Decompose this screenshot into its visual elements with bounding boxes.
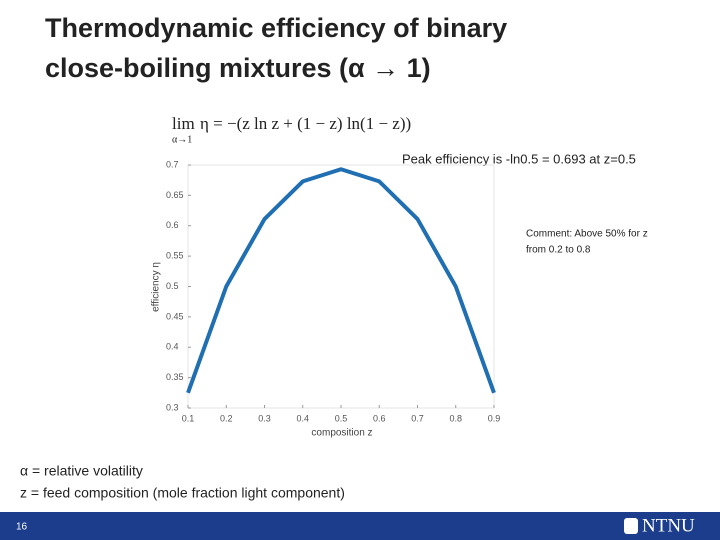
data-line — [186, 167, 496, 394]
y-tick-label: 0.6 — [166, 220, 179, 230]
x-axis-label: composition z — [311, 428, 372, 439]
annotation: from 0.2 to 0.8 — [526, 245, 591, 256]
annotation: Peak efficiency is -ln0.5 = 0.693 at z=0… — [402, 151, 636, 166]
x-tick-label: 0.9 — [488, 413, 501, 423]
footer-bar — [0, 512, 720, 540]
y-tick-label: 0.55 — [166, 251, 184, 261]
logo-mark — [624, 518, 638, 534]
x-tick-label: 0.4 — [296, 413, 309, 423]
plot-frame — [187, 164, 495, 409]
y-tick-label: 0.5 — [166, 281, 179, 291]
y-tick-label: 0.7 — [166, 159, 179, 169]
logo: NTNU — [642, 515, 695, 536]
annotation: Comment: Above 50% for z — [526, 229, 648, 240]
note: α = relative volatility — [20, 463, 143, 479]
x-tick-label: 0.5 — [335, 413, 348, 423]
x-tick-label: 0.3 — [258, 413, 271, 423]
y-tick-label: 0.3 — [166, 402, 179, 412]
formula-expr: η = −(z ln z + (1 − z) ln(1 − z)) — [200, 114, 411, 133]
formula-sub: α→1 — [172, 134, 192, 145]
x-tick-label: 0.1 — [182, 413, 195, 423]
slide-title: Thermodynamic efficiency of binary — [45, 13, 507, 43]
x-tick-label: 0.6 — [373, 413, 386, 423]
y-tick-label: 0.35 — [166, 372, 184, 382]
formula-lim: lim — [172, 114, 195, 133]
y-tick-label: 0.4 — [166, 342, 179, 352]
x-tick-label: 0.7 — [411, 413, 424, 423]
y-tick-label: 0.65 — [166, 190, 184, 200]
slide-title: close-boiling mixtures (α → 1) — [45, 53, 431, 83]
page-number: 16 — [16, 522, 28, 533]
x-tick-label: 0.2 — [220, 413, 233, 423]
x-tick-label: 0.8 — [449, 413, 462, 423]
y-tick-label: 0.45 — [166, 311, 184, 321]
y-axis-label: efficiency η — [151, 262, 162, 312]
note: z = feed composition (mole fraction ligh… — [20, 485, 345, 501]
